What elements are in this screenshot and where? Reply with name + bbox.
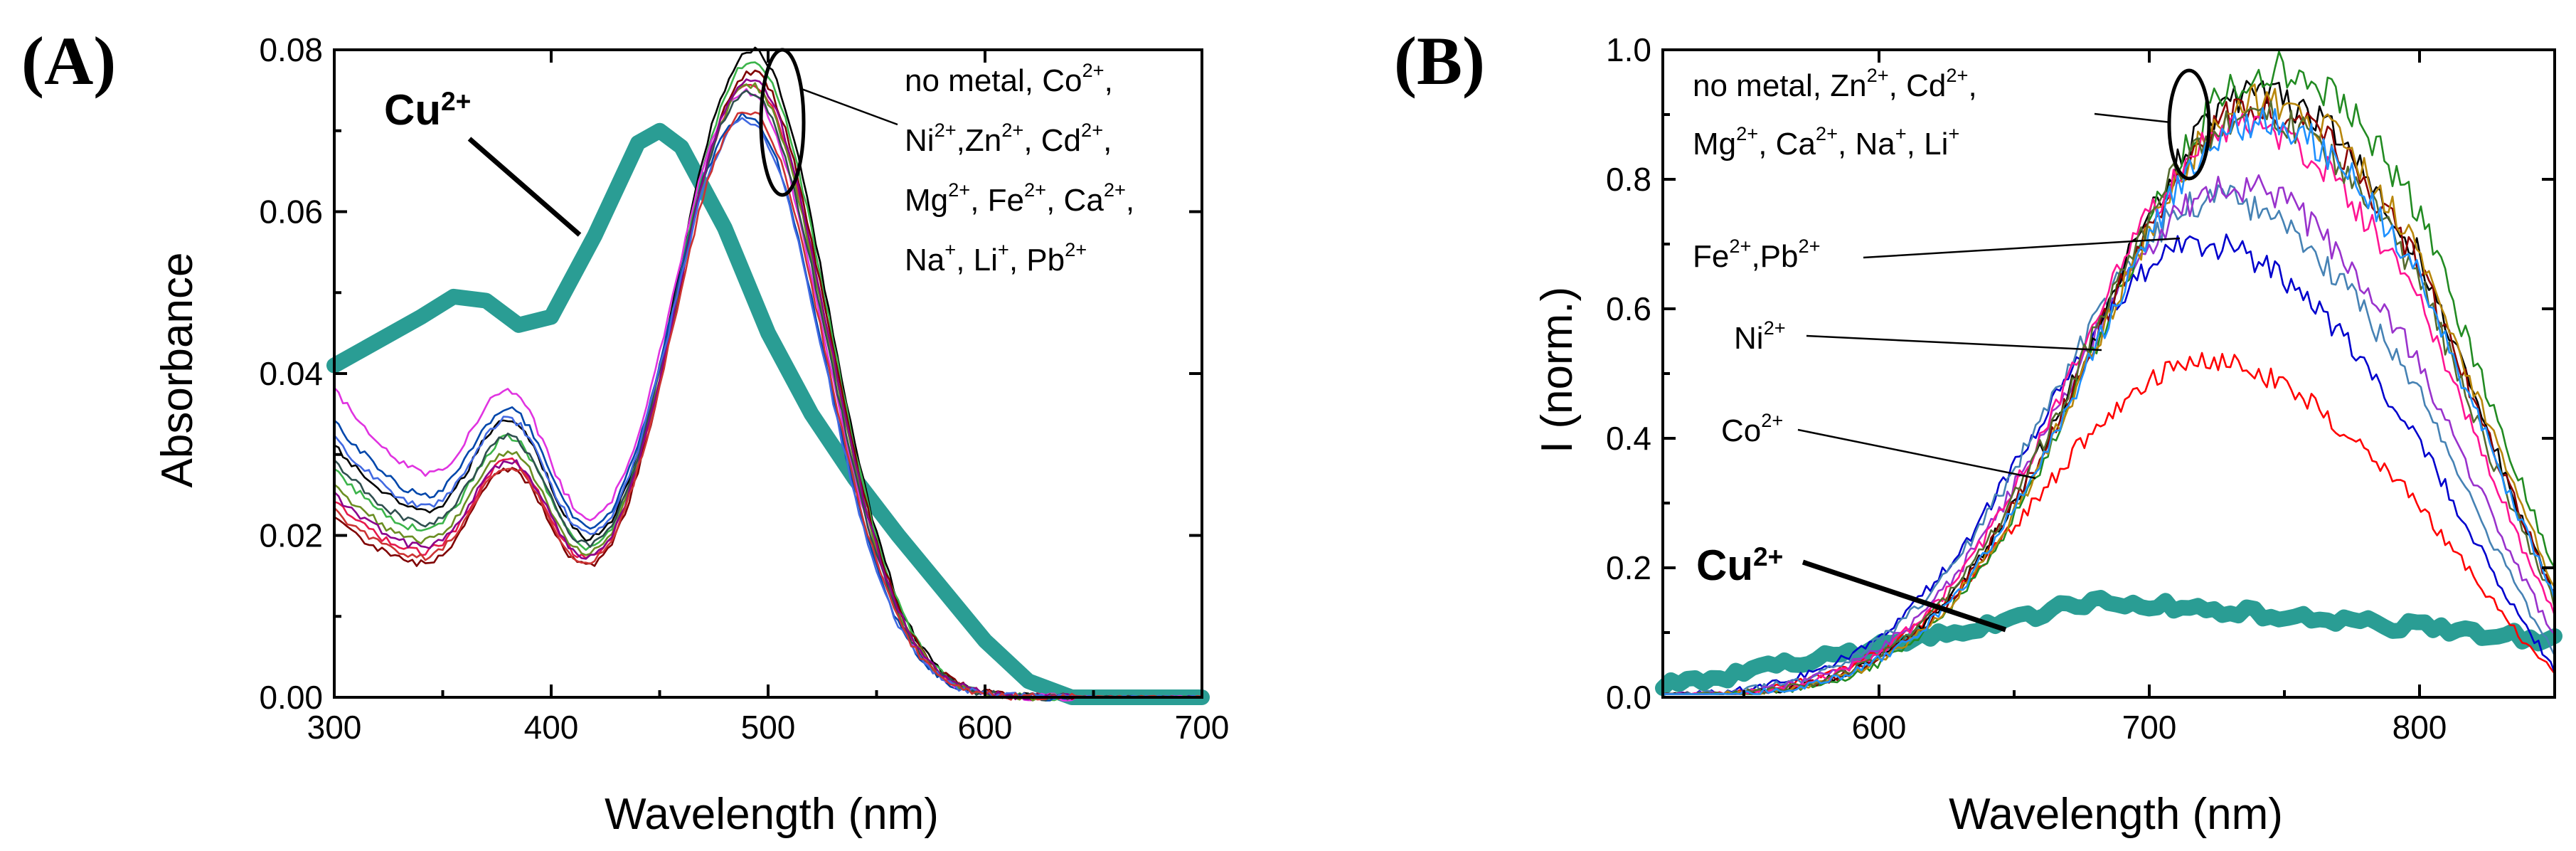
panel-b-y-tick-label: 0.0 (1606, 679, 1651, 716)
panel-b-cu-leader (1801, 559, 2007, 633)
panel-a-x-tick-label: 700 (1175, 709, 1230, 746)
panel-a-series-line (334, 61, 1202, 702)
panel-b-fe-pb-label: Fe2+​,Pb2+​ (1693, 235, 1821, 274)
panel-a-axes: 300 400 500 600 700 0.00 0.02 0.04 0.06 0.08 (259, 31, 1229, 746)
panel-a-letter: (A) (21, 23, 116, 99)
panel-a-x-tick-label: 500 (741, 709, 796, 746)
panel-b-legend-line: no metal, Zn2+​, Cd2+​, (1693, 64, 1977, 103)
panel-a-y-tick-label: 0.06 (259, 194, 323, 231)
panel-a-legend-line: Mg2+​, Fe2+​, Ca2+​, (905, 179, 1134, 218)
panel-b-cluster-ellipse (2167, 68, 2211, 181)
panel-b-y-tick-label: 0.6 (1606, 290, 1651, 327)
panel-a-y-axis-title: Absorbance (153, 253, 202, 488)
panel-b-fe-pb-leader (1863, 237, 2181, 259)
panel-b-co-leader (1797, 428, 2036, 480)
panel-a-x-axis-title: Wavelength (nm) (605, 790, 939, 839)
panel-a-x-tick-label: 300 (307, 709, 362, 746)
panel-a-legend-line: Ni2+​,Zn2+​, Cd2+​, (905, 119, 1112, 158)
panel-b-co-label: Co2+​ (1721, 409, 1783, 448)
panel-b-ni-label: Ni2+​ (1734, 317, 1786, 356)
panel-b-cluster-leader (2094, 112, 2171, 124)
panel-b-x-tick-label: 600 (1852, 709, 1907, 746)
panel-a: (A) 300 400 500 600 7000.000.020.040.060.08 … (21, 23, 1229, 839)
panel-b-x-tick-label: 700 (2122, 709, 2177, 746)
panel-a-legend-leader (801, 88, 898, 126)
panel-b-x-tick-label: 800 (2393, 709, 2447, 746)
panel-a-legend-line: no metal, Co2+​, (905, 59, 1113, 98)
panel-a-cu-leader (467, 137, 582, 237)
panel-b-y-tick-label: 0.4 (1606, 420, 1651, 457)
panel-b-y-tick-label: 0.2 (1606, 549, 1651, 586)
panel-a-series-line (334, 69, 1203, 702)
panel-a-x-tick-label: 400 (524, 709, 579, 746)
panel-b-x-axis-title: Wavelength (nm) (1949, 790, 2283, 839)
panel-b-series-line (1663, 352, 2556, 695)
panel-a-y-tick-label: 0.02 (259, 517, 323, 554)
panel-b-series (1655, 51, 2562, 697)
panel-b-series-line (1663, 100, 2556, 695)
panel-b-y-tick-label: 1.0 (1606, 31, 1651, 68)
panel-b-legend-line: Mg2+​, Ca2+​, Na+​, Li+​ (1693, 122, 1959, 162)
panel-b-y-axis-title: I (norm.) (1533, 287, 1582, 453)
panel-a-cu-label: Cu2+​ (384, 86, 471, 134)
panel-b: (B) 600 700 800 0.0 0.2 0.4 0.6 0.8 1.0 Waveleng… (1394, 23, 2562, 839)
panel-a-cluster-ellipse (759, 48, 806, 197)
panel-a-series (326, 46, 1210, 705)
panel-b-cu-label: Cu2+​ (1696, 541, 1783, 589)
panel-b-series-cu (1655, 590, 2562, 697)
panel-a-annotations: Cu2+​ no metal, Co2+​, Ni2+​,Zn2+​, Cd2+​,… (384, 48, 1134, 278)
panel-b-series-line (1662, 92, 2555, 695)
panel-a-y-tick-label: 0.08 (259, 31, 323, 68)
panel-b-series-line (1663, 107, 2556, 695)
panel-a-legend-line: Na+​, Li+​, Pb2+​ (905, 238, 1087, 278)
panel-a-y-tick-label: 0.04 (259, 355, 323, 392)
panel-a-series-line (334, 90, 1203, 702)
panel-b-ni-leader (1806, 334, 2102, 352)
panel-b-annotations: no metal, Zn2+​, Cd2+​, Mg2+​, Ca2+​, Na+… (1693, 64, 2211, 633)
panel-a-x-tick-label: 600 (958, 709, 1013, 746)
panel-b-y-tick-label: 0.8 (1606, 161, 1651, 198)
panel-b-axes: 600 700 800 0.0 0.2 0.4 0.6 0.8 1.0 (1606, 31, 2556, 746)
panel-b-letter: (B) (1394, 23, 1485, 99)
panel-a-y-tick-label: 0.00 (259, 679, 323, 716)
